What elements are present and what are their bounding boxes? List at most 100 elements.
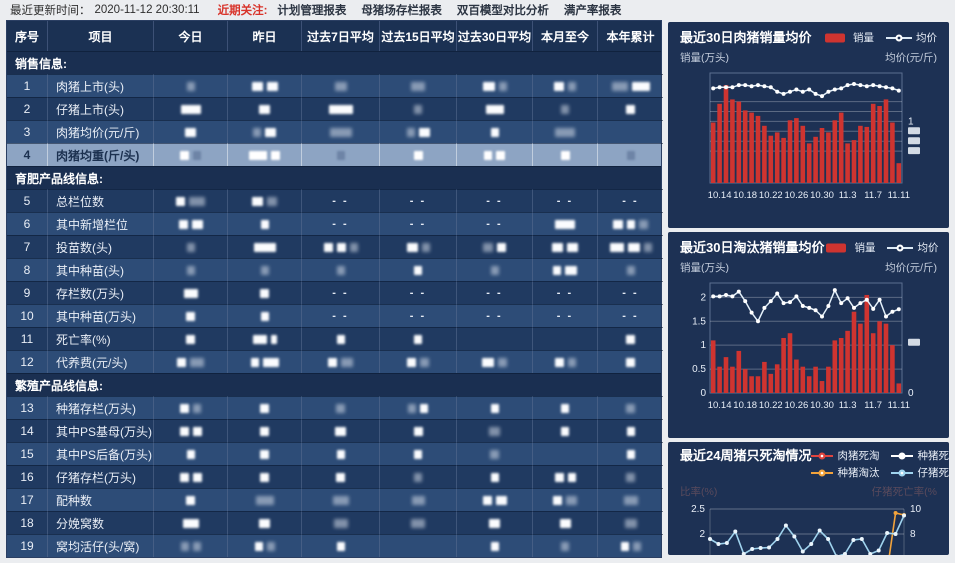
cell-value [227,511,301,534]
cell-value [301,327,379,350]
menu-item-3[interactable]: 满产率报表 [563,5,622,17]
legend-label: 均价 [917,242,939,254]
menu-item-1[interactable]: 母猪场存栏报表 [361,5,442,17]
cell-value [597,488,663,511]
legend-item-肉猪死淘[interactable]: 肉猪死淘 [811,448,879,463]
cell-value [379,74,456,97]
svg-text:6: 6 [910,554,916,555]
svg-text:11.3: 11.3 [839,190,857,201]
row-label: 其中PS基母(万头) [47,419,153,442]
legend-item-均价[interactable]: 均价 [886,30,937,45]
cell-value: - - [301,189,379,212]
table-row-14[interactable]: 14 其中PS基母(万头) [7,419,663,442]
cell-value [227,212,301,235]
cell-value [227,258,301,281]
empty-value: - - [332,218,349,230]
table-row-19[interactable]: 19 窝均活仔(头/窝) [7,534,663,557]
bar-line-chart-pig-sales: 1 10.14 10.18 10.22 10.26 10.30 11.3 11.7 11.11 [708,72,920,201]
legend-item-销量[interactable]: 销量 [823,30,874,45]
redacted-value [179,426,189,436]
table-row-13[interactable]: 13 种猪存栏(万头) [7,396,663,419]
legend-item-种猪淘汰[interactable]: 种猪淘汰 [811,465,879,480]
cell-value [227,488,301,511]
redacted-value [253,242,276,252]
redacted-value [332,495,349,505]
redacted-value [485,104,504,114]
redacted-value [489,518,500,528]
cell-value [597,258,663,281]
y-axis-label-left: 销量(万头) [680,262,729,274]
redacted-value [482,357,494,367]
svg-text:10.14: 10.14 [708,400,732,411]
redacted-value [626,104,635,114]
row-index: 18 [7,511,47,534]
redacted-value [498,357,507,367]
redacted-value [490,265,499,275]
row-label: 投苗数(头) [47,235,153,258]
table-row-12[interactable]: 12 代养费(元/头) [7,350,663,373]
cell-value: - - [456,304,532,327]
table-row-7[interactable]: 7 投苗数(头) [7,235,663,258]
row-index: 4 [7,143,47,166]
row-label: 死亡率(%) [47,327,153,350]
table-row-16[interactable]: 16 仔猪存栏(万头) [7,465,663,488]
legend-item-仔猪死亡[interactable]: 仔猪死亡 [891,465,949,480]
legend-item-销量[interactable]: 销量 [824,240,875,255]
redacted-value [411,495,425,505]
redacted-value [639,219,648,229]
table-row-3[interactable]: 3 肉猪均价(元/斤) [7,120,663,143]
cell-value [532,534,597,557]
table-row-10[interactable]: 10 其中种苗(万头) - - - - - - - - - - [7,304,663,327]
axis-labels: 销量(万头) 均价(元/斤) [680,260,937,275]
redacted-value [620,541,629,551]
table-row-4[interactable]: 4 肉猪均重(斤/头) [7,143,663,166]
redacted-value [185,127,196,137]
table-row-18[interactable]: 18 分娩窝数 [7,511,663,534]
cell-value [227,327,301,350]
svg-text:2.5: 2.5 [691,504,705,515]
table-row-6[interactable]: 6 其中新增栏位 - - - - - - [7,212,663,235]
redacted-value [632,541,641,551]
table-row-11[interactable]: 11 死亡率(%) [7,327,663,350]
legend-item-种猪死亡[interactable]: 种猪死亡 [891,448,949,463]
redacted-value [406,242,418,252]
redacted-value [250,357,259,367]
redacted-value [192,541,201,551]
y-axis-label-right: 仔猪死亡率(% [871,486,937,498]
redacted-value [643,242,652,252]
cell-value [301,488,379,511]
menu-item-2[interactable]: 双百模型对比分析 [456,5,549,17]
cell-value [597,120,663,143]
redacted-value [336,334,345,344]
cell-value [456,258,532,281]
table-row-1[interactable]: 1 肉猪上市(头) [7,74,663,97]
table-row-15[interactable]: 15 其中PS后备(万头) [7,442,663,465]
menu-item-0[interactable]: 计划管理报表 [277,5,347,17]
redacted-value [186,81,195,91]
cell-value [379,419,456,442]
table-row-5[interactable]: 5 总栏位数 - - - - - - - - - - [7,189,663,212]
table-row-9[interactable]: 9 存栏数(万头) - - - - - - - - - - [7,281,663,304]
table-row-2[interactable]: 2 仔猪上市(头) [7,97,663,120]
cell-value [456,97,532,120]
cell-value [532,465,597,488]
line-chart-mortality: 2.5 10 2 8 1.5 6 [691,504,922,555]
redacted-value [178,219,188,229]
column-header-5: 过去15日平均 [379,21,456,51]
legend-item-均价[interactable]: 均价 [887,240,938,255]
cell-value [456,442,532,465]
chart-card-pig-sales: 最近30日肉猪销量均价 销量 均价 销量(万头) 均价(元/斤) 1 10.14 10… [668,22,949,228]
y-axis-label-right: 均价(元/斤) [885,52,937,64]
chart-header: 最近30日淘汰猪销量均价 销量 均价 [680,240,938,256]
redacted-value [266,81,278,91]
redacted-value [626,403,635,413]
redacted-value [631,81,650,91]
cell-value [227,442,301,465]
cell-value [532,74,597,97]
column-header-4: 过去7日平均 [301,21,379,51]
cell-value [301,396,379,419]
table-row-17[interactable]: 17 配种数 [7,488,663,511]
report-table: 序号 项目 今日 昨日 过去7日平均 过去15日平均 过去30日平均 本月至今 本年累计 销售信… [6,20,663,558]
cell-value [532,97,597,120]
table-row-8[interactable]: 8 其中种苗(头) [7,258,663,281]
